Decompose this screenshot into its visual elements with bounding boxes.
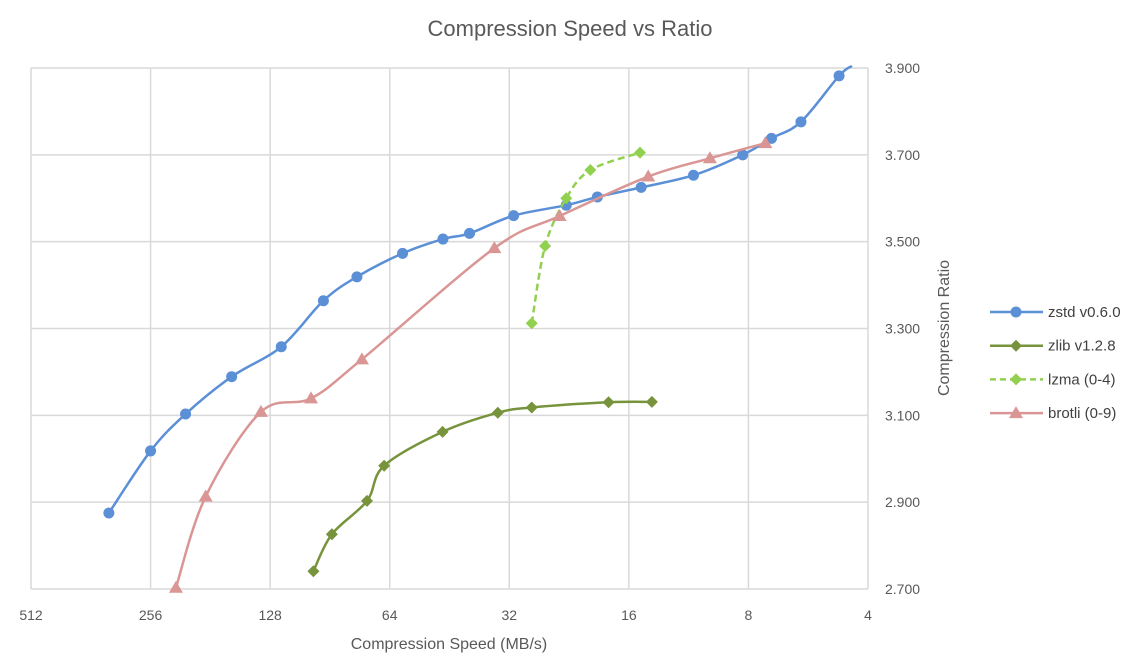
x-tick-label: 16 <box>621 607 637 623</box>
data-point <box>765 132 777 144</box>
data-point <box>758 136 773 149</box>
x-tick-label: 64 <box>382 607 398 623</box>
series-zlib <box>307 395 658 578</box>
y-tick-label: 3.900 <box>885 60 920 76</box>
series-line <box>312 400 652 572</box>
y-axis-label: Compression Ratio <box>936 260 953 396</box>
data-point <box>560 192 573 205</box>
series-line <box>174 141 766 589</box>
data-point <box>491 406 504 419</box>
data-point <box>795 116 807 128</box>
data-point <box>635 181 647 193</box>
chart-title: Compression Speed vs Ratio <box>428 16 713 41</box>
series-lzma <box>525 146 646 330</box>
data-point <box>552 209 567 222</box>
y-tick-label: 3.100 <box>885 407 920 423</box>
data-point <box>226 371 238 383</box>
data-point <box>103 507 115 519</box>
data-point <box>378 459 391 472</box>
legend-triangle-icon <box>1009 406 1023 419</box>
x-tick-label: 512 <box>19 607 43 623</box>
x-tick-label: 128 <box>258 607 282 623</box>
data-point <box>275 341 287 353</box>
data-point <box>464 227 476 239</box>
data-point <box>525 401 538 414</box>
data-point <box>687 169 699 181</box>
data-point <box>168 580 183 593</box>
x-tick-label: 256 <box>139 607 163 623</box>
y-tick-label: 3.500 <box>885 234 920 250</box>
x-axis-ticks: 512 256 128 64 32 16 8 4 <box>19 607 872 623</box>
data-point <box>325 528 338 541</box>
data-point <box>180 408 192 420</box>
data-point <box>833 70 845 82</box>
data-point <box>304 391 319 404</box>
data-point <box>397 247 409 259</box>
series-line <box>530 151 641 324</box>
series-layer <box>103 64 853 593</box>
data-point <box>633 146 646 159</box>
series-line <box>107 64 853 514</box>
data-point <box>487 241 502 254</box>
legend-label: brotli (0-9) <box>1048 405 1116 422</box>
data-point <box>584 164 597 177</box>
y-axis-ticks: 3.900 3.700 3.500 3.300 3.100 2.900 2.700 <box>885 60 920 597</box>
legend-label: zlib v1.2.8 <box>1048 338 1116 355</box>
legend-diamond-icon <box>1010 339 1022 352</box>
x-tick-label: 4 <box>864 607 872 623</box>
data-point <box>436 425 449 438</box>
data-point <box>198 489 213 502</box>
data-point <box>354 352 369 365</box>
data-point <box>702 151 717 164</box>
data-point <box>602 396 615 409</box>
legend-label: lzma (0-4) <box>1048 371 1116 388</box>
legend: zstd v0.6.0 zlib v1.2.8 lzma (0-4) brotli (… <box>990 304 1121 422</box>
data-point <box>361 494 374 507</box>
data-point <box>525 317 538 330</box>
data-point <box>508 210 520 222</box>
y-tick-label: 3.700 <box>885 147 920 163</box>
data-point <box>437 233 449 245</box>
x-tick-label: 32 <box>501 607 517 623</box>
legend-circle-icon <box>1010 306 1022 318</box>
gridlines <box>30 67 869 590</box>
y-tick-label: 3.300 <box>885 321 920 337</box>
series-brotli <box>168 136 773 593</box>
y-tick-label: 2.900 <box>885 494 920 510</box>
x-axis-label: Compression Speed (MB/s) <box>351 636 548 653</box>
data-point <box>253 404 268 417</box>
data-point <box>307 565 320 578</box>
x-tick-label: 8 <box>745 607 753 623</box>
series-zstd <box>103 64 853 519</box>
data-point <box>145 445 157 457</box>
data-point <box>351 271 363 283</box>
data-point <box>645 395 658 408</box>
data-point <box>539 240 552 253</box>
data-point <box>317 295 329 307</box>
y-tick-label: 2.700 <box>885 581 920 597</box>
data-point <box>641 169 656 182</box>
legend-label: zstd v0.6.0 <box>1048 304 1121 321</box>
legend-diamond-icon <box>1010 373 1022 386</box>
data-point <box>737 149 749 161</box>
